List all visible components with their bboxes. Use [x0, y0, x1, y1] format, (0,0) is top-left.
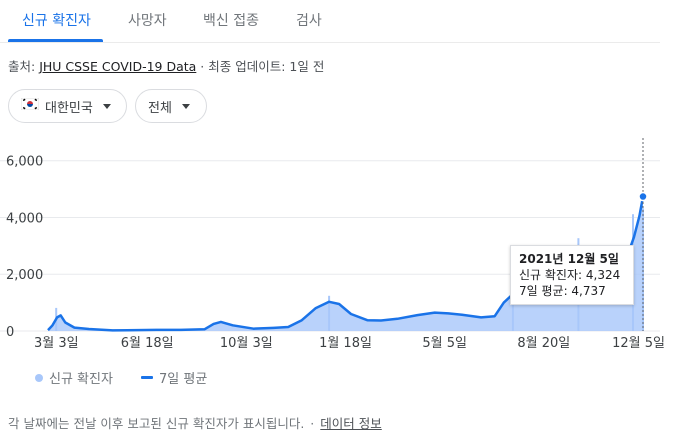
footer-separator: · [310, 416, 315, 431]
tab-bar: 신규 확진자 사망자 백신 접종 검사 [0, 0, 660, 43]
x-tick-label: 12월 5일 [612, 336, 665, 351]
data-info-link[interactable]: 데이터 정보 [320, 416, 382, 431]
x-tick-label: 10월 3일 [220, 336, 273, 351]
cases-chart[interactable]: 0 2,000 4,000 6,000 3월 3일 6월 18일 10월 3일 1월 18일… [0, 0, 685, 360]
source-line: 출처: JHU CSSE COVID-19 Data · 최종 업데이트: 1일… [8, 56, 324, 75]
country-label: 대한민국 [45, 100, 93, 116]
tab-vaccination[interactable]: 백신 접종 [203, 13, 259, 29]
range-dropdown[interactable]: 전체 [135, 89, 207, 123]
hover-point [638, 191, 648, 202]
x-tick-label: 6월 18일 [121, 336, 174, 351]
footer-text: 각 날짜에는 전날 이후 보고된 신규 확진자가 표시됩니다. [8, 416, 305, 431]
legend-average-label: 7일 평균 [159, 372, 208, 387]
y-tick-label: 2,000 [6, 268, 43, 283]
tab-testing[interactable]: 검사 [296, 13, 322, 29]
line-swatch-icon [141, 376, 153, 379]
chart-tooltip: 2021년 12월 5일 신규 확진자: 4,324 7일 평균: 4,737 [510, 245, 634, 305]
active-tab-indicator [8, 39, 103, 42]
y-tick-label: 6,000 [6, 155, 43, 170]
source-prefix: 출처: [8, 59, 40, 74]
cases-area [48, 196, 643, 331]
tab-new-cases[interactable]: 신규 확진자 [22, 13, 91, 29]
caret-down-icon [102, 103, 111, 109]
caret-down-icon [181, 103, 190, 109]
y-tick-label: 0 [6, 325, 14, 340]
tooltip-date: 2021년 12월 5일 [519, 252, 619, 266]
legend-new-cases: 신규 확진자 [35, 368, 113, 387]
x-tick-label: 8월 20일 [517, 336, 570, 351]
x-tick-label: 5월 5일 [422, 336, 467, 351]
legend-average: 7일 평균 [141, 368, 207, 387]
x-tick-label: 3월 3일 [34, 336, 79, 351]
country-dropdown[interactable]: 대한민국 [8, 89, 127, 123]
source-link[interactable]: JHU CSSE COVID-19 Data [39, 59, 197, 74]
last-updated: · 최종 업데이트: 1일 전 [196, 59, 325, 74]
range-label: 전체 [148, 100, 172, 116]
south-korea-flag-icon [20, 97, 40, 114]
legend-new-cases-label: 신규 확진자 [49, 372, 113, 387]
x-tick-label: 1월 18일 [319, 336, 372, 351]
tab-deaths[interactable]: 사망자 [128, 13, 167, 29]
tooltip-average: 7일 평균: 4,737 [519, 284, 606, 298]
bar-swatch-icon [35, 373, 43, 382]
footer-note: 각 날짜에는 전날 이후 보고된 신규 확진자가 표시됩니다. · 데이터 정보 [8, 413, 382, 432]
y-tick-label: 4,000 [6, 211, 43, 226]
tooltip-new-cases: 신규 확진자: 4,324 [519, 268, 621, 282]
